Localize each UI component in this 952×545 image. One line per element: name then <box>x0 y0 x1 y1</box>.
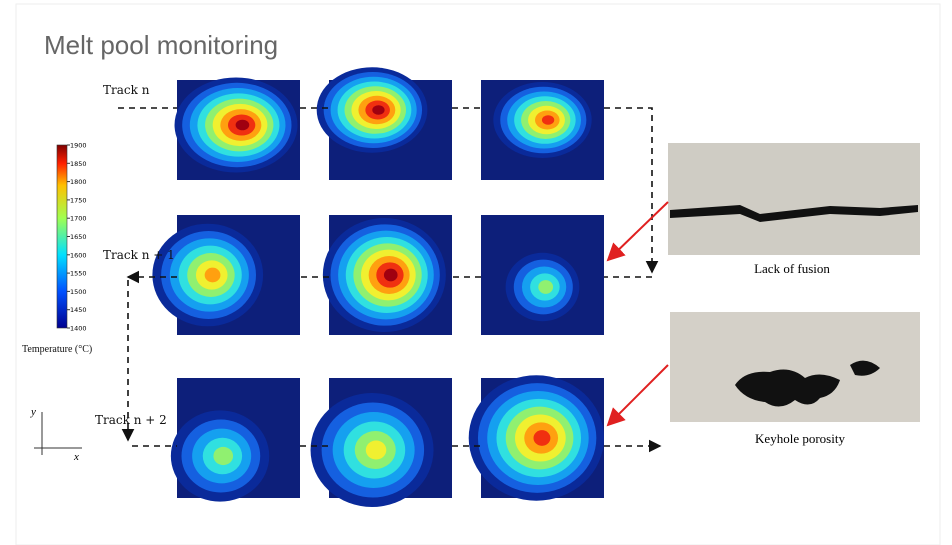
track-label: Track n + 1 <box>103 248 175 262</box>
colorbar-tick-label: 1650 <box>70 233 87 241</box>
track-label: Track n <box>103 83 150 97</box>
colorbar-tick-label: 1400 <box>70 325 87 333</box>
contour <box>235 119 250 131</box>
photo <box>668 143 920 255</box>
axis-glyph <box>34 412 82 455</box>
contour <box>541 115 555 125</box>
contour <box>538 280 554 294</box>
colorbar <box>56 144 68 329</box>
colorbar-tick-label: 1450 <box>70 306 87 314</box>
title: Melt pool monitoring <box>44 30 278 60</box>
scan-path <box>118 107 660 446</box>
caption: Lack of fusion <box>754 261 830 276</box>
caption: Keyhole porosity <box>755 431 845 446</box>
colorbar-tick-label: 1850 <box>70 160 87 168</box>
arrow <box>606 201 669 262</box>
colorbar-tick-label: 1750 <box>70 196 87 204</box>
colorbar-tick-label: 1550 <box>70 270 87 278</box>
colorbar-tick-label: 1900 <box>70 142 87 150</box>
colorbar-tick-label: 1600 <box>70 251 87 259</box>
contour <box>383 268 398 282</box>
arrow <box>606 364 669 427</box>
contour <box>204 267 221 283</box>
colorbar-tick-label: 1500 <box>70 288 87 296</box>
axis-label: y <box>30 406 36 418</box>
axis-label: x <box>73 451 79 463</box>
contour <box>213 446 234 466</box>
heatmaps <box>152 67 604 507</box>
contour <box>372 105 385 115</box>
track-label: Track n + 2 <box>95 413 167 427</box>
colorbar-tick-label: 1800 <box>70 178 87 186</box>
colorbar-label: Temperature (°C) <box>22 344 92 355</box>
photo <box>670 312 920 422</box>
colorbar-tick-label: 1700 <box>70 215 87 223</box>
contour <box>533 430 551 446</box>
contour <box>365 440 387 460</box>
